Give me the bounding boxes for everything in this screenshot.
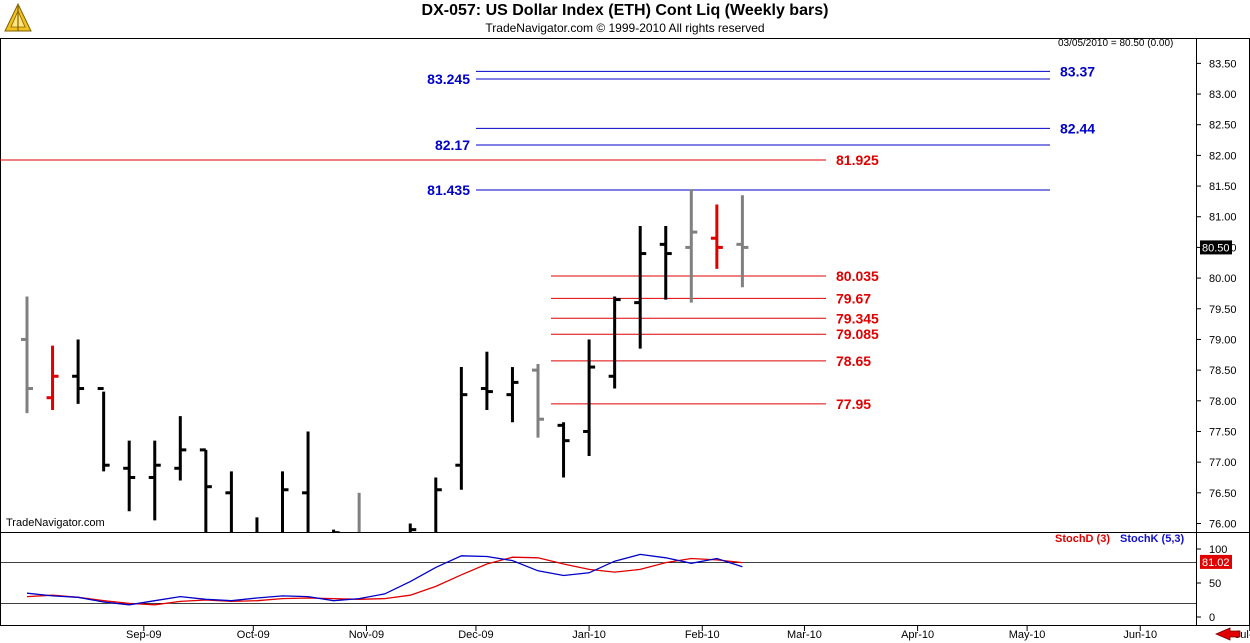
- level-label: 79.345: [836, 310, 879, 326]
- ohlc-bar: [357, 492, 361, 532]
- stoch-tick-label: 50: [1209, 578, 1221, 590]
- ohlc-bar: [123, 440, 136, 512]
- price-panel-frame: [0, 38, 1250, 533]
- level-label: 80.035: [836, 268, 879, 284]
- ohlc-bar: [480, 351, 493, 410]
- scroll-right-arrow-icon[interactable]: [1214, 627, 1242, 641]
- price-tick-label: 81.50: [1209, 181, 1237, 193]
- chart-title: DX-057: US Dollar Index (ETH) Cont Liq (…: [421, 2, 829, 19]
- ohlc-bar: [532, 363, 544, 438]
- ohlc-bar: [659, 225, 672, 300]
- ohlc-bar: [379, 533, 391, 542]
- level-label: 82.44: [1060, 120, 1095, 136]
- stoch-series-line: [26, 553, 743, 606]
- stoch-tick-label: 0: [1209, 612, 1215, 624]
- stoch-series-line: [26, 556, 743, 606]
- level-label: 79.085: [836, 326, 879, 342]
- ohlc-bar: [608, 296, 621, 389]
- date-tick-label: Sep-09: [126, 629, 161, 641]
- ohlc-bar: [302, 431, 310, 532]
- ohlc-bar: [46, 345, 59, 410]
- stochd-last-text: 81.02: [1202, 557, 1230, 569]
- stochk-legend: StochK (5,3): [1120, 533, 1185, 545]
- ohlc-bar: [148, 440, 161, 521]
- ohlc-bar: [97, 387, 110, 472]
- level-label: 83.37: [1060, 63, 1095, 79]
- ohlc-bar: [710, 204, 723, 269]
- price-tick-label: 83.00: [1209, 89, 1237, 101]
- stochd-last-box: [1200, 554, 1232, 569]
- ohlc-bar: [174, 416, 187, 481]
- date-tick-label: Mar-10: [787, 629, 822, 641]
- ohlc-bar: [506, 367, 519, 423]
- level-label: 81.925: [836, 152, 879, 168]
- ohlc-bar: [255, 517, 259, 532]
- ohlc-bar: [199, 448, 212, 532]
- ohlc-bar: [21, 296, 33, 414]
- price-tick-label: 76.50: [1209, 488, 1237, 500]
- chart-header: DX-057: US Dollar Index (ETH) Cont Liq (…: [0, 0, 1250, 38]
- date-tick-label: Dec-09: [458, 629, 493, 641]
- level-label: 83.245: [427, 71, 470, 87]
- price-tick-label: 81.00: [1209, 212, 1237, 224]
- stoch-panel-frame: [0, 532, 1250, 626]
- ohlc-bar: [281, 471, 289, 532]
- price-tick-label: 76.00: [1209, 518, 1237, 530]
- ohlc-bar: [225, 471, 233, 532]
- ohlc-bar: [557, 422, 570, 478]
- brand-watermark: TradeNavigator.com: [6, 517, 105, 529]
- level-label: 82.17: [435, 137, 470, 153]
- price-tick-label: 82.50: [1209, 120, 1237, 132]
- ohlc-bar: [332, 529, 340, 532]
- level-label: 77.95: [836, 396, 871, 412]
- ohlc-bar: [408, 523, 417, 532]
- level-label: 79.67: [836, 290, 871, 306]
- price-tick-label: 77.50: [1209, 426, 1237, 438]
- level-label: 78.65: [836, 353, 871, 369]
- date-tick-label: Apr-10: [901, 629, 934, 641]
- stoch-tick-label: 100: [1209, 544, 1227, 556]
- date-tick-label: Jun-10: [1123, 629, 1157, 641]
- ohlc-bar: [434, 477, 442, 532]
- ohlc-bar: [72, 339, 85, 404]
- level-label: 81.435: [427, 182, 470, 198]
- last-value-box: [1200, 240, 1232, 255]
- ohlc-bar: [583, 339, 596, 457]
- price-tick-label: 82.00: [1209, 150, 1237, 162]
- date-tick-label: Jan-10: [572, 629, 606, 641]
- stochd-legend: StochD (3): [1055, 533, 1110, 545]
- date-tick-label: Oct-09: [237, 629, 270, 641]
- tradenavigator-logo-icon: [4, 3, 32, 32]
- ohlc-bar: [685, 189, 698, 303]
- price-tick-label: 79.50: [1209, 304, 1237, 316]
- date-tick-label: Feb-10: [685, 629, 720, 641]
- ohlc-bar: [736, 195, 749, 288]
- last-price-label: 03/05/2010 = 80.50 (0.00): [1058, 38, 1174, 49]
- price-tick-label: 78.50: [1209, 365, 1237, 377]
- price-tick-label: 77.00: [1209, 457, 1237, 469]
- date-tick-label: Nov-09: [349, 629, 384, 641]
- price-tick-label: 83.50: [1209, 58, 1237, 70]
- ohlc-bar: [634, 225, 647, 349]
- price-tick-label: 80.00: [1209, 273, 1237, 285]
- last-value-text: 80.50: [1202, 242, 1230, 254]
- copyright-text: TradeNavigator.com © 1999-2010 All right…: [485, 21, 765, 35]
- date-tick-label: May-10: [1009, 629, 1046, 641]
- ohlc-bar: [455, 367, 468, 490]
- price-tick-label: 79.00: [1209, 334, 1237, 346]
- price-tick-label: 78.00: [1209, 396, 1237, 408]
